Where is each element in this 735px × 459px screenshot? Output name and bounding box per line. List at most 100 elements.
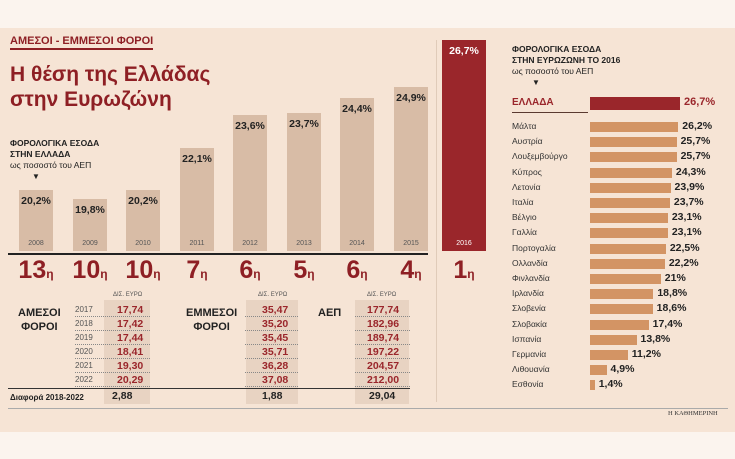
bar-2016 bbox=[442, 40, 486, 251]
bar-value-label: 24,4% bbox=[342, 102, 372, 115]
brand-logo: Η ΚΑΘΗΜΕΡΙΝΗ bbox=[668, 410, 718, 417]
kicker: ΑΜΕΣΟΙ - ΕΜΜΕΣΟΙ ΦΟΡΟΙ bbox=[10, 35, 154, 50]
year-label: 2008 bbox=[28, 240, 44, 247]
country-bar bbox=[590, 350, 628, 360]
country-bar bbox=[590, 304, 653, 315]
table-row: 36,28 bbox=[245, 359, 298, 373]
gdp-value: 204,57 bbox=[367, 360, 400, 372]
gdp-value: 212,00 bbox=[367, 374, 400, 386]
country-bar bbox=[590, 182, 671, 193]
country-label: Λουξεμβούργο bbox=[512, 151, 568, 162]
table-row: 182,96 bbox=[355, 317, 410, 331]
country-label: Λετονία bbox=[512, 181, 541, 192]
rank-number: 4 bbox=[400, 256, 415, 284]
country-value: 23,1% bbox=[671, 211, 702, 224]
rank-number: 6 bbox=[239, 256, 254, 284]
direct-taxes-label: ΑΜΕΣΟΙ ΦΟΡΟΙ bbox=[18, 306, 61, 334]
left-chart-note: ΦΟΡΟΛΟΓΙΚΑ ΕΣΟΔΑ ΣΤΗΝ ΕΛΛΑΔΑ ως ποσοστό … bbox=[10, 138, 99, 182]
country-bar bbox=[590, 380, 595, 391]
bar-value-label: 24,9% bbox=[396, 91, 426, 104]
country-label: Ισπανία bbox=[512, 333, 542, 344]
country-bar bbox=[590, 137, 677, 148]
rank-number: 6 bbox=[346, 256, 361, 284]
country-value: 25,7% bbox=[680, 135, 711, 148]
label-line: ΦΟΡΟΙ bbox=[21, 321, 58, 333]
direct-value: 17,74 bbox=[117, 304, 144, 316]
arrow-down-icon: ▼ bbox=[532, 78, 540, 87]
note-line: ΦΟΡΟΛΟΓΙΚΑ ΕΣΟΔΑ bbox=[10, 138, 100, 148]
arrow-down-icon: ▼ bbox=[32, 172, 40, 181]
country-value: 23,7% bbox=[673, 196, 704, 208]
table-row: 2018 17,42 bbox=[75, 317, 150, 331]
country-label: Αυστρία bbox=[512, 136, 543, 147]
rank-number: 10 bbox=[125, 256, 154, 284]
unit-header: ΔΙΣ. ΕΥΡΩ bbox=[367, 292, 397, 298]
country-label: Κύπρος bbox=[512, 166, 542, 177]
gdp-value: 189,74 bbox=[367, 332, 400, 344]
rank-number: 1 bbox=[453, 256, 468, 284]
rank-label: 6η bbox=[332, 256, 382, 285]
table-row: 2017 17,74 bbox=[75, 303, 150, 317]
direct-value: 19,30 bbox=[117, 360, 144, 372]
indirect-taxes-label: ΕΜΜΕΣΟΙ ΦΟΡΟΙ bbox=[186, 306, 237, 334]
table-row: 2021 19,30 bbox=[75, 359, 150, 373]
country-bar bbox=[590, 97, 680, 110]
country-label: Ιρλανδία bbox=[512, 288, 544, 299]
rank-label: 10η bbox=[65, 256, 115, 285]
country-value: 17,4% bbox=[652, 317, 683, 330]
bar-2009 bbox=[73, 199, 107, 251]
note-sub: ως ποσοστό του ΑΕΠ bbox=[10, 160, 92, 170]
country-value: 18,6% bbox=[656, 302, 687, 315]
rank-number: 5 bbox=[293, 256, 308, 284]
rank-label: 10η bbox=[118, 256, 168, 285]
direct-value: 17,44 bbox=[117, 332, 144, 344]
indirect-value: 36,28 bbox=[262, 360, 289, 372]
country-value: 13,8% bbox=[640, 332, 671, 345]
bar-2014 bbox=[340, 97, 374, 251]
gdp-label: ΑΕΠ bbox=[318, 307, 342, 319]
bar-value-label: 20,2% bbox=[128, 195, 158, 208]
gdp-value: 197,22 bbox=[367, 346, 400, 358]
country-bar bbox=[590, 122, 679, 132]
country-label: Ολλανδία bbox=[512, 257, 548, 268]
chart-baseline bbox=[8, 253, 428, 255]
rank-number: 13 bbox=[18, 256, 47, 284]
direct-value: 17,42 bbox=[117, 318, 144, 330]
country-value: 4,9% bbox=[610, 363, 635, 376]
rank-label: 4η bbox=[386, 256, 436, 285]
rank-suffix: η bbox=[153, 267, 161, 281]
country-label: Ιταλία bbox=[512, 197, 534, 207]
table-row: 2020 18,41 bbox=[75, 345, 150, 359]
table-row: 197,22 bbox=[355, 345, 410, 359]
country-value: 24,3% bbox=[675, 165, 706, 178]
label-line: ΦΟΡΟΙ bbox=[193, 321, 230, 333]
gdp-value: 182,96 bbox=[367, 318, 400, 330]
note-line: ΣΤΗΝ ΕΥΡΩΖΩΝΗ ΤΟ 2016 bbox=[512, 55, 621, 65]
country-label: Εσθονία bbox=[512, 379, 544, 390]
bar-value-label: 19,8% bbox=[75, 204, 105, 217]
country-bar bbox=[590, 274, 661, 284]
page-title: Η θέση της Ελλάδας στην Ευρωζώνη bbox=[10, 63, 211, 111]
bar-value-label: 22,1% bbox=[182, 153, 212, 166]
country-bar bbox=[590, 198, 670, 208]
indirect-value: 35,20 bbox=[262, 318, 289, 330]
year-cell: 2022 bbox=[75, 375, 93, 384]
country-value: 25,7% bbox=[680, 150, 711, 163]
country-label: Γερμανία bbox=[512, 349, 547, 359]
bar-2008 bbox=[19, 190, 53, 251]
country-bar bbox=[590, 289, 654, 300]
right-chart-note: ΦΟΡΟΛΟΓΙΚΑ ΕΣΟΔΑ ΣΤΗΝ ΕΥΡΩΖΩΝΗ ΤΟ 2016 ω… bbox=[512, 44, 620, 88]
country-bar bbox=[590, 365, 607, 376]
rank-label: 13η bbox=[11, 256, 61, 285]
table-row: 189,74 bbox=[355, 331, 410, 345]
rank-label: 1η bbox=[439, 256, 489, 285]
country-label: Πορτογαλία bbox=[512, 242, 556, 253]
year-label: 2010 bbox=[135, 240, 151, 247]
rank-number: 10 bbox=[72, 256, 101, 284]
bar-2010 bbox=[126, 190, 160, 251]
indirect-value: 37,08 bbox=[262, 374, 289, 386]
diff-direct: 2,88 bbox=[112, 390, 133, 402]
country-value: 22,2% bbox=[668, 256, 699, 269]
diff-gdp: 29,04 bbox=[369, 390, 396, 402]
bar-value-label: 23,6% bbox=[235, 120, 265, 133]
